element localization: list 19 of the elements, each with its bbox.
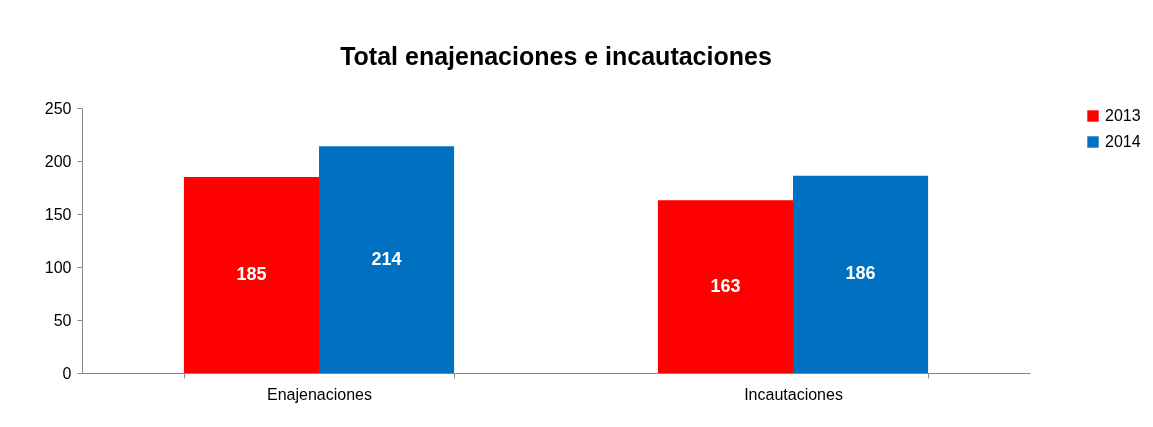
data-label: 186 (845, 263, 876, 284)
bar (183, 176, 319, 373)
legend-label: 2013 (1105, 107, 1141, 124)
y-tick-label: 50 (53, 311, 72, 329)
y-tick-label: 100 (44, 258, 72, 276)
bar (657, 200, 793, 373)
legend-label: 2014 (1105, 133, 1141, 150)
data-label: 185 (236, 263, 267, 284)
x-tick-label: Incautaciones (744, 385, 843, 403)
y-tick-label: 0 (62, 364, 72, 382)
y-tick-label: 250 (44, 99, 72, 117)
chart-title: Total enajenaciones e incautaciones (340, 42, 772, 70)
bar (793, 175, 929, 373)
x-tick-label: Enajenaciones (267, 385, 372, 403)
y-tick-label: 150 (44, 205, 72, 223)
y-tick-label: 200 (44, 152, 72, 170)
bar (319, 146, 455, 373)
data-label: 163 (710, 275, 741, 296)
data-label: 214 (371, 248, 402, 269)
